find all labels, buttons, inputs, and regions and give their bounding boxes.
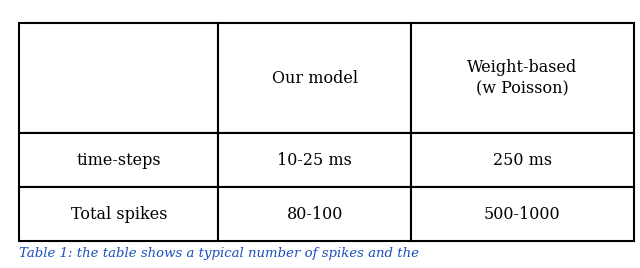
Bar: [19, 187, 218, 241]
Bar: [411, 187, 634, 241]
Text: 80-100: 80-100: [286, 206, 343, 223]
Text: 10-25 ms: 10-25 ms: [277, 152, 352, 169]
Bar: [218, 187, 411, 241]
Text: time-steps: time-steps: [76, 152, 161, 169]
Text: Table 1: the table shows a typical number of spikes and the: Table 1: the table shows a typical numbe…: [19, 247, 419, 260]
Text: Weight-based
(w Poisson): Weight-based (w Poisson): [467, 59, 577, 97]
Bar: [218, 133, 411, 187]
Text: 250 ms: 250 ms: [493, 152, 552, 169]
Text: Total spikes: Total spikes: [70, 206, 167, 223]
Bar: [411, 133, 634, 187]
Text: 500-1000: 500-1000: [484, 206, 561, 223]
Bar: [19, 133, 218, 187]
Bar: [218, 23, 411, 133]
Bar: [19, 23, 218, 133]
Bar: [411, 23, 634, 133]
Text: Our model: Our model: [271, 70, 358, 87]
